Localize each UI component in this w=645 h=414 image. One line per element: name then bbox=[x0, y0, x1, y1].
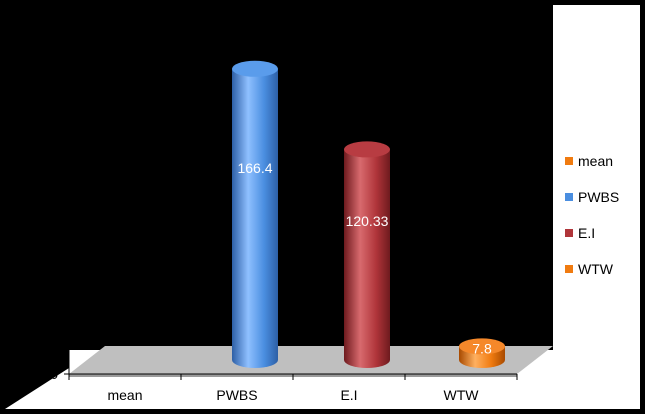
x-tick-label: E.I bbox=[340, 387, 357, 403]
legend-label: PWBS bbox=[578, 189, 619, 205]
plot-left-wall bbox=[5, 5, 69, 409]
cylinder-bar-chart: 0 20 40 60 80 100 120 140 160 180 mean PWBS E.I WTW 1… bbox=[5, 5, 640, 409]
bar-top bbox=[232, 60, 278, 77]
bar-pwbs bbox=[232, 60, 278, 369]
chart-panel: 0 20 40 60 80 100 120 140 160 180 mean PWBS E.I WTW 1… bbox=[5, 5, 640, 409]
legend-swatch bbox=[565, 265, 573, 273]
data-label: 120.33 bbox=[346, 213, 389, 229]
y-tick-label: 180 bbox=[35, 51, 59, 67]
bar-wtw bbox=[459, 338, 505, 368]
y-tick-label: 120 bbox=[35, 156, 59, 172]
data-label: 7.8 bbox=[472, 340, 492, 356]
y-tick-label: 20 bbox=[42, 331, 58, 347]
bar-top bbox=[344, 141, 390, 158]
bar-ei bbox=[344, 141, 390, 368]
y-tick-label: 0 bbox=[50, 366, 58, 382]
x-tick-label: WTW bbox=[444, 387, 480, 403]
legend-swatch bbox=[565, 229, 573, 237]
legend-label: E.I bbox=[578, 225, 595, 241]
plot-floor bbox=[69, 346, 553, 374]
y-tick-label: 40 bbox=[42, 296, 58, 312]
legend-swatch bbox=[565, 157, 573, 165]
x-tick-label: PWBS bbox=[216, 387, 257, 403]
y-tick-label: 80 bbox=[42, 226, 58, 242]
y-tick-label: 100 bbox=[35, 191, 59, 207]
plot-back-wall bbox=[5, 5, 553, 350]
y-tick-label: 60 bbox=[42, 261, 58, 277]
legend-swatch bbox=[565, 193, 573, 201]
bar-body bbox=[232, 68, 278, 369]
data-label: 166.4 bbox=[237, 160, 272, 176]
bar-top bbox=[459, 338, 505, 355]
x-tick-label: mean bbox=[107, 387, 142, 403]
legend-label: WTW bbox=[578, 261, 614, 277]
legend-label: mean bbox=[578, 153, 613, 169]
y-tick-label: 140 bbox=[35, 121, 59, 137]
y-tick-label: 160 bbox=[35, 86, 59, 102]
bar-body bbox=[344, 149, 390, 368]
